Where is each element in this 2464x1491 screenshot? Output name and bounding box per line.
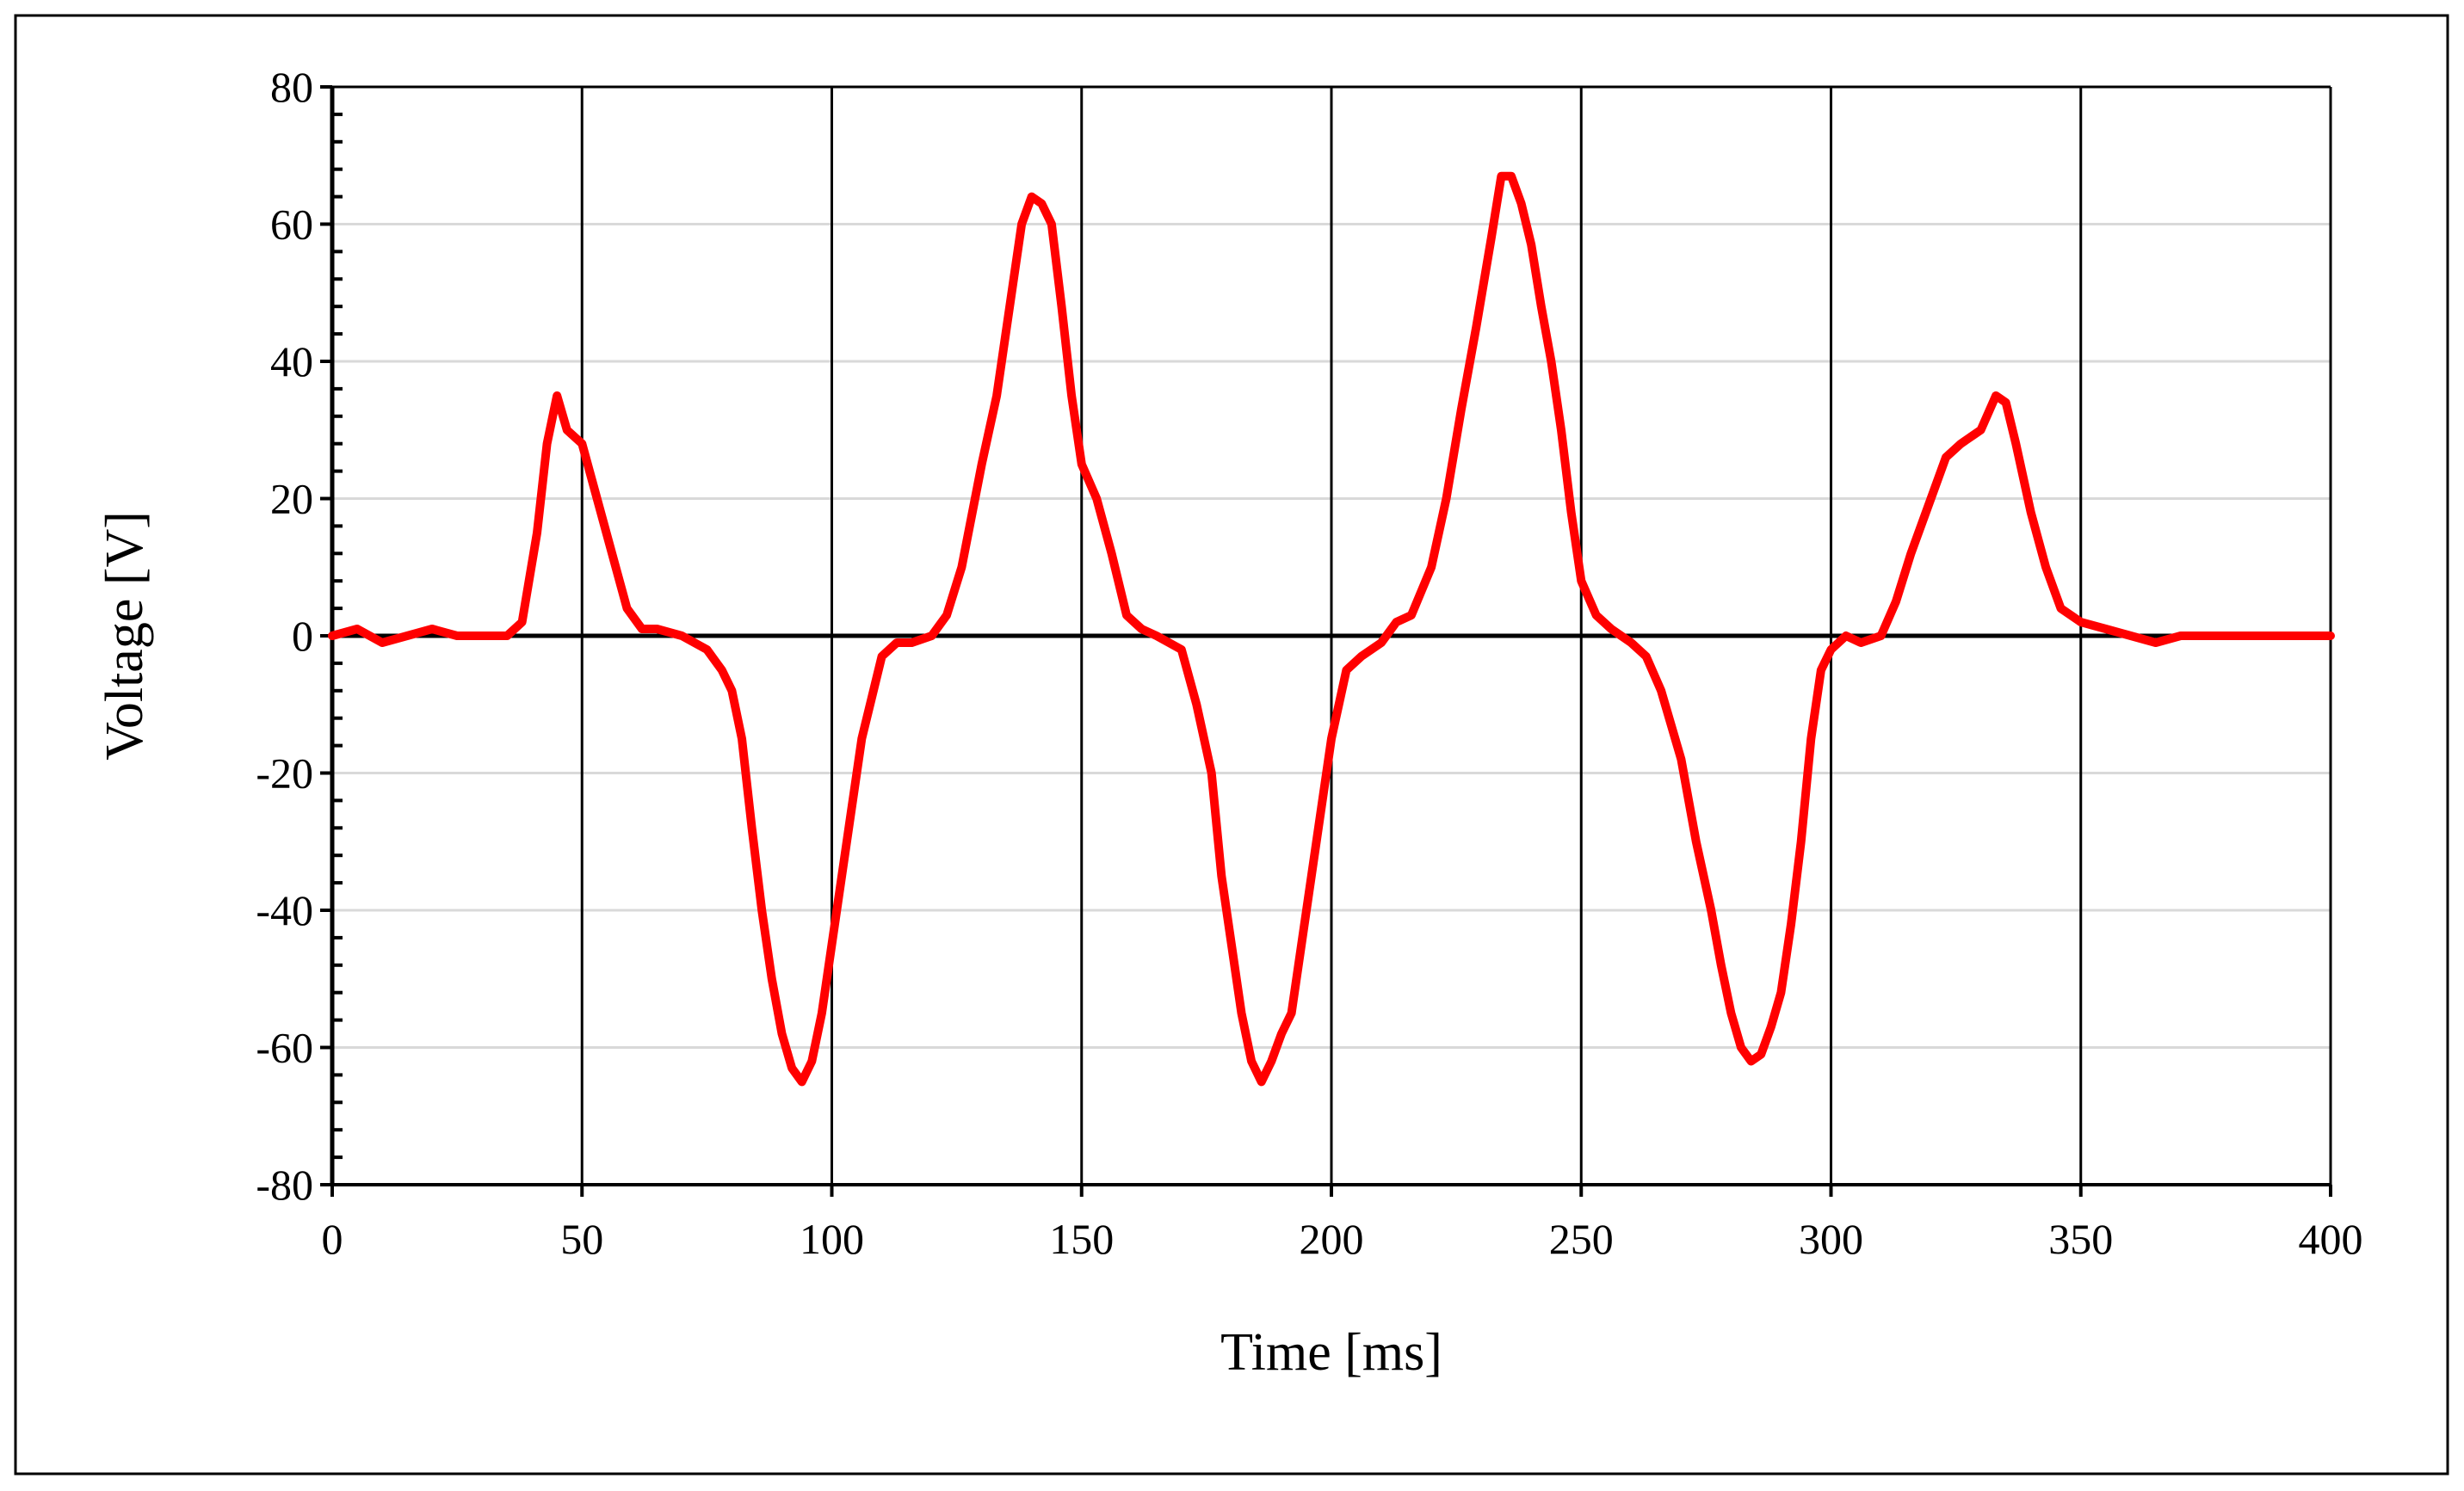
x-tick-labels: 0 50 100 150 200 250 300 350 400 — [322, 1215, 2363, 1263]
y-tick-label: 0 — [292, 612, 313, 660]
x-tick-label: 50 — [560, 1215, 603, 1263]
x-axis-title: Time [ms] — [1220, 1323, 1442, 1382]
y-tick-label: -40 — [256, 886, 313, 934]
x-tick-label: 400 — [2299, 1215, 2363, 1263]
series-layer — [328, 171, 2335, 1087]
y-tick-label: 60 — [270, 200, 313, 249]
figure-border — [14, 14, 2449, 1476]
y-tick-label: 40 — [270, 337, 313, 385]
voltage-series-line — [328, 171, 2335, 1087]
y-tick-label: -80 — [256, 1161, 313, 1209]
x-tick-label: 100 — [800, 1215, 864, 1263]
x-tick-label: 300 — [1799, 1215, 1863, 1263]
y-axis-title: Voltage [V] — [96, 511, 154, 761]
x-tick-label: 350 — [2048, 1215, 2113, 1263]
y-tick-labels: 80 60 40 20 0 -20 -40 -60 -80 — [256, 63, 313, 1209]
y-tick-label: -20 — [256, 749, 313, 798]
y-tick-label: 80 — [270, 63, 313, 111]
y-tick-label: -60 — [256, 1024, 313, 1072]
x-tick-label: 0 — [322, 1215, 343, 1263]
axes — [320, 85, 2332, 1197]
x-tick-label: 150 — [1049, 1215, 1114, 1263]
x-tick-label: 200 — [1300, 1215, 1364, 1263]
y-tick-label: 20 — [270, 475, 313, 523]
x-tick-label: 250 — [1549, 1215, 1614, 1263]
